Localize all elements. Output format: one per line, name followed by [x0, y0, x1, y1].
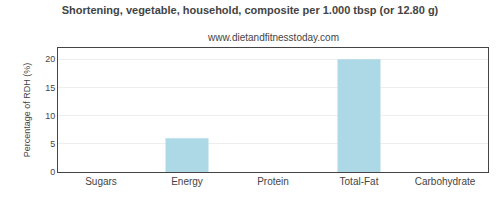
- svg-text:15: 15: [45, 83, 55, 93]
- svg-text:Percentage of RDH (%): Percentage of RDH (%): [22, 63, 32, 158]
- svg-text:0: 0: [50, 167, 55, 177]
- svg-text:5: 5: [50, 139, 55, 149]
- svg-text:Total-Fat: Total-Fat: [340, 176, 379, 187]
- svg-text:Shortening, vegetable, househo: Shortening, vegetable, household, compos…: [62, 4, 439, 16]
- svg-text:www.dietandfitnesstoday.com: www.dietandfitnesstoday.com: [207, 32, 339, 43]
- svg-text:Carbohydrate: Carbohydrate: [415, 176, 476, 187]
- svg-text:Energy: Energy: [171, 176, 203, 187]
- svg-text:Protein: Protein: [257, 176, 289, 187]
- svg-text:20: 20: [45, 54, 55, 64]
- svg-text:10: 10: [45, 111, 55, 121]
- svg-text:Sugars: Sugars: [85, 176, 117, 187]
